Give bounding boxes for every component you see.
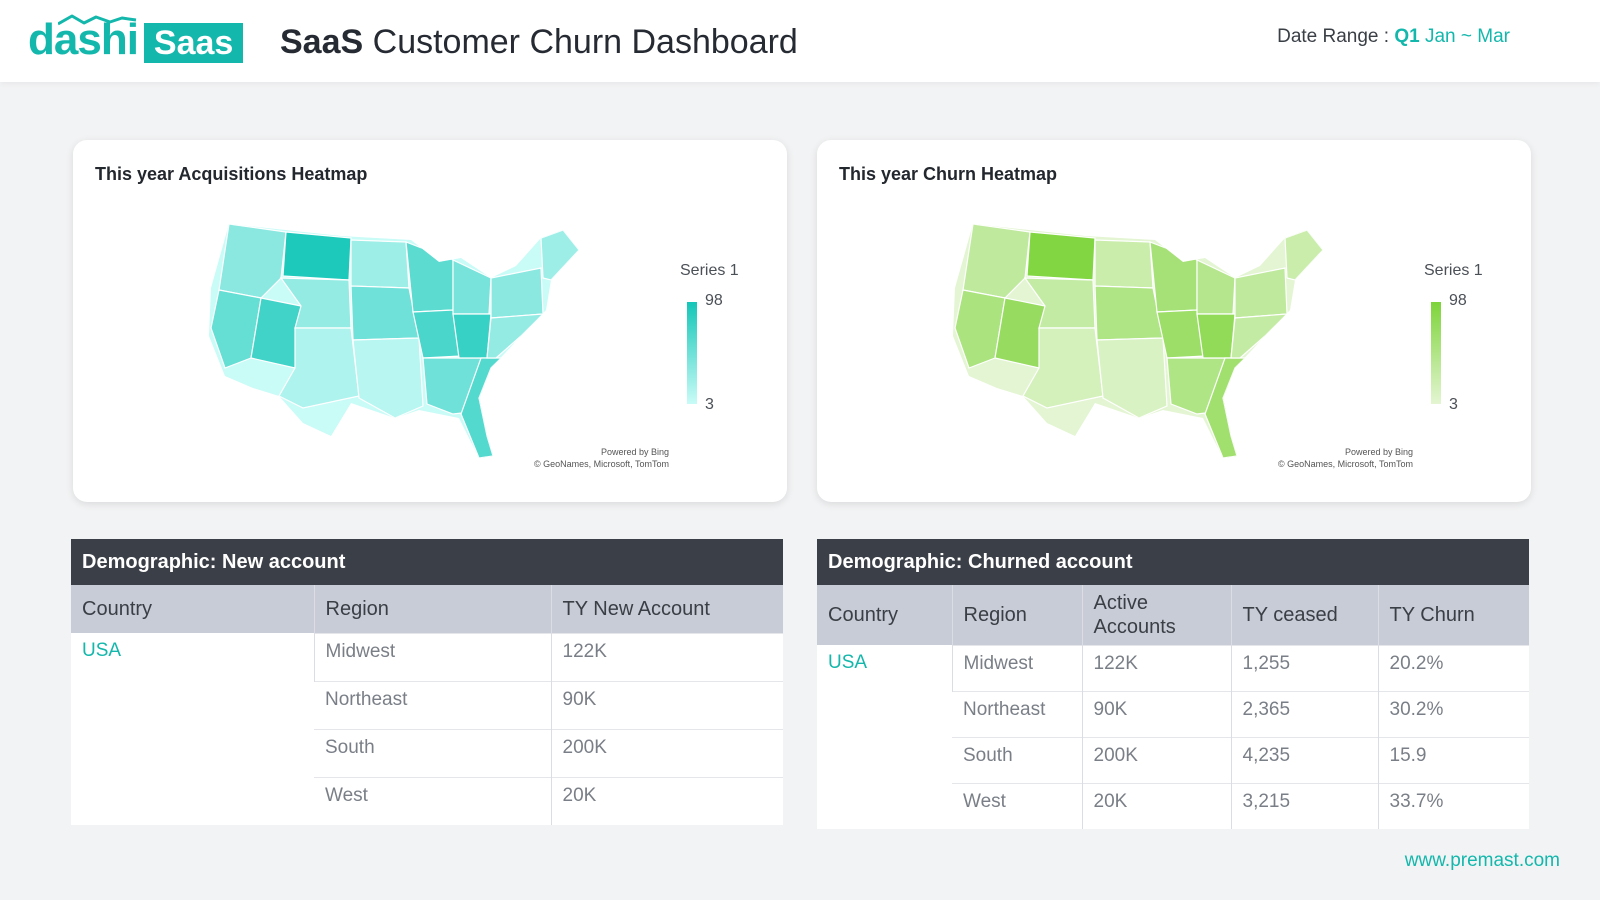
ceased-cell: 4,235: [1230, 736, 1378, 783]
legend-max: 98: [705, 292, 723, 309]
map-region-1[interactable]: [282, 231, 352, 281]
card-title: This year Churn Heatmap: [839, 164, 1058, 184]
map-credit: Powered by Bing © GeoNames, Microsoft, To…: [1278, 447, 1413, 469]
country-cell[interactable]: USA: [82, 640, 122, 661]
churn-cell: 20.2%: [1377, 644, 1529, 691]
map-region-13[interactable]: [1196, 313, 1236, 359]
active-cell: 90K: [1081, 690, 1231, 737]
header-bar: dashi Saas SaaS Customer Churn Dashboard…: [0, 0, 1600, 82]
map-region-2[interactable]: [954, 289, 1006, 369]
map-region-1[interactable]: [1026, 231, 1096, 281]
map-region-16[interactable]: [486, 313, 545, 359]
column-header[interactable]: Country: [71, 585, 314, 633]
acquisitions-heatmap-card: This year Acquisitions Heatmap Series 1 …: [73, 140, 787, 502]
legend-color-scale: [1431, 302, 1441, 404]
website-link[interactable]: www.premast.com: [1404, 850, 1560, 871]
column-header[interactable]: TY Churn: [1377, 585, 1529, 645]
page-title: SaaS Customer Churn Dashboard: [280, 23, 798, 61]
column-header[interactable]: Country: [817, 585, 952, 645]
legend-min: 3: [705, 396, 714, 413]
date-range: Date Range : Q1 Jan ~ Mar: [1277, 26, 1510, 47]
region-cell: West: [314, 776, 551, 825]
table-row: West 20K 3,215 33.7%: [817, 782, 1529, 829]
column-header[interactable]: Active Accounts: [1081, 585, 1231, 645]
us-map-churn[interactable]: [935, 218, 1355, 468]
map-region-7[interactable]: [1094, 285, 1164, 341]
active-cell: 20K: [1081, 782, 1231, 829]
column-header[interactable]: TY ceased: [1230, 585, 1378, 645]
value-cell: 90K: [550, 680, 783, 729]
map-region-17[interactable]: [1284, 229, 1323, 281]
table-row: South 200K: [71, 728, 783, 777]
table-row: Northeast 90K: [71, 680, 783, 729]
map-region-9[interactable]: [1149, 241, 1198, 313]
region-cell: Midwest: [313, 632, 551, 681]
logo-wave-icon: [58, 14, 137, 26]
map-region-2[interactable]: [210, 289, 262, 369]
country-cell[interactable]: USA: [828, 652, 868, 673]
churn-cell: 33.7%: [1377, 782, 1529, 829]
table-row: USA Midwest 122K: [71, 632, 783, 681]
table-title: Demographic: New account: [71, 539, 783, 585]
map-region-0[interactable]: [218, 224, 287, 299]
table-row: West 20K: [71, 776, 783, 825]
legend-title: Series 1: [1424, 262, 1483, 279]
table-row: South 200K 4,235 15.9: [817, 736, 1529, 783]
map-region-17[interactable]: [540, 229, 579, 281]
map-region-6[interactable]: [1094, 239, 1154, 289]
region-cell: Midwest: [951, 644, 1082, 691]
active-cell: 200K: [1081, 736, 1231, 783]
table-row: USA Midwest 122K 1,255 20.2%: [817, 644, 1529, 691]
map-region-16[interactable]: [1230, 313, 1289, 359]
region-cell: Northeast: [952, 690, 1082, 737]
table-row: Northeast 90K 2,365 30.2%: [817, 690, 1529, 737]
column-header[interactable]: Region: [951, 585, 1082, 645]
map-region-8[interactable]: [1096, 337, 1168, 419]
map-region-5[interactable]: [1022, 327, 1104, 409]
region-cell: South: [952, 736, 1082, 783]
map-credit: Powered by Bing © GeoNames, Microsoft, To…: [534, 447, 669, 469]
map-region-9[interactable]: [405, 241, 454, 313]
map-region-0[interactable]: [962, 224, 1031, 299]
card-title: This year Acquisitions Heatmap: [95, 164, 368, 184]
column-header[interactable]: TY New Account: [550, 585, 783, 633]
ceased-cell: 3,215: [1230, 782, 1378, 829]
churn-cell: 15.9: [1377, 736, 1529, 783]
churn-cell: 30.2%: [1377, 690, 1529, 737]
legend-color-scale: [687, 302, 697, 404]
region-cell: Northeast: [314, 680, 551, 729]
map-region-13[interactable]: [452, 313, 492, 359]
ceased-cell: 2,365: [1230, 690, 1378, 737]
map-region-7[interactable]: [350, 285, 420, 341]
value-cell: 122K: [550, 632, 783, 681]
region-cell: West: [952, 782, 1082, 829]
value-cell: 200K: [550, 728, 783, 777]
region-cell: South: [314, 728, 551, 777]
map-region-6[interactable]: [350, 239, 410, 289]
churn-heatmap-card: This year Churn Heatmap Series 1 98 3 Po…: [817, 140, 1531, 502]
map-region-18[interactable]: [218, 411, 262, 453]
ceased-cell: 1,255: [1230, 644, 1378, 691]
logo-badge: Saas: [143, 23, 244, 63]
active-cell: 122K: [1081, 644, 1231, 691]
column-header[interactable]: Region: [313, 585, 551, 633]
value-cell: 20K: [550, 776, 783, 825]
legend-title: Series 1: [680, 262, 739, 279]
new-account-table: Demographic: New account Country Region …: [71, 539, 783, 825]
legend-max: 98: [1449, 292, 1467, 309]
legend-min: 3: [1449, 396, 1458, 413]
map-region-18[interactable]: [962, 411, 1006, 453]
churned-account-table: Demographic: Churned account Country Reg…: [817, 539, 1529, 829]
us-map-acquisitions[interactable]: [191, 218, 611, 468]
map-region-8[interactable]: [352, 337, 424, 419]
logo: dashi Saas: [28, 14, 244, 64]
table-title: Demographic: Churned account: [817, 539, 1529, 585]
map-region-5[interactable]: [278, 327, 360, 409]
